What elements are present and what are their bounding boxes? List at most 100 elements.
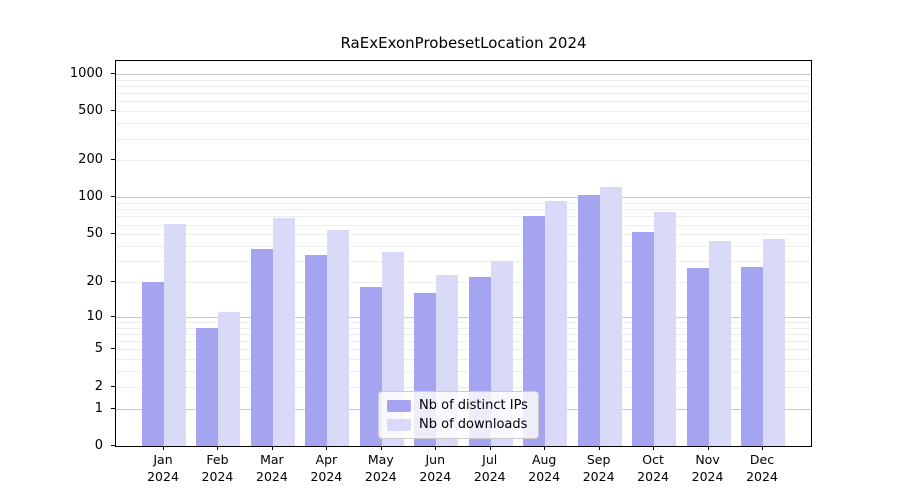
bar-downloads-mar — [272, 217, 295, 446]
x-tick-mark — [707, 446, 709, 450]
y-gridline-minor — [116, 111, 811, 113]
y-gridline-minor — [116, 245, 811, 247]
bar-downloads-dec — [763, 238, 785, 446]
bar-downloads-sep — [599, 186, 622, 446]
y-tick-label-500: 500 — [78, 103, 103, 119]
x-tick-label-jan: Jan 2024 — [147, 452, 179, 484]
x-tick-label-jun: Jun 2024 — [419, 452, 452, 484]
y-tick-mark — [111, 315, 115, 317]
bar-downloads-apr — [327, 230, 350, 446]
y-tick-mark — [111, 196, 115, 198]
bar-distinct-ips-sep — [577, 195, 600, 446]
y-tick-label-0: 0 — [94, 438, 103, 453]
bar-distinct-ips-apr — [305, 254, 328, 446]
y-gridline-minor — [116, 261, 811, 263]
bar-distinct-ips-oct — [632, 232, 655, 446]
bar-distinct-ips-may — [359, 287, 382, 446]
y-gridline-minor — [116, 209, 811, 211]
x-tick-label-mar: Mar 2024 — [256, 452, 288, 484]
bar-distinct-ips-aug — [523, 216, 546, 446]
x-tick-mark — [489, 446, 491, 450]
y-tick-label-20: 20 — [86, 274, 103, 289]
x-tick-mark — [435, 446, 437, 450]
y-tick-mark — [111, 348, 115, 350]
y-gridline-minor — [116, 349, 811, 351]
x-tick-mark — [598, 446, 600, 450]
y-tick-label-1: 1 — [94, 400, 103, 416]
x-tick-label-dec: Dec 2024 — [746, 452, 778, 484]
legend-label-downloads: Nb of downloads — [419, 417, 528, 432]
bar-downloads-feb — [218, 312, 241, 446]
y-tick-label-1000: 1000 — [69, 65, 103, 81]
x-tick-mark — [380, 446, 382, 450]
y-gridline-minor — [116, 327, 811, 329]
bar-downloads-jan — [164, 223, 186, 446]
y-tick-mark — [111, 385, 115, 387]
x-tick-label-jul: Jul 2024 — [473, 452, 506, 484]
y-gridline-minor — [116, 359, 811, 361]
bar-distinct-ips-nov — [686, 268, 709, 446]
x-tick-label-oct: Oct 2024 — [637, 452, 669, 484]
y-gridline-minor — [116, 341, 811, 343]
y-tick-mark — [111, 407, 115, 409]
bar-distinct-ips-dec — [741, 266, 763, 446]
y-gridline-minor — [116, 333, 811, 335]
y-gridline-minor — [116, 386, 811, 388]
y-tick-mark — [111, 281, 115, 282]
y-gridline-minor — [116, 160, 811, 162]
y-gridline-minor — [116, 101, 811, 103]
y-tick-mark — [111, 445, 115, 446]
y-gridline-major — [116, 73, 811, 75]
y-gridline-minor — [116, 321, 811, 323]
y-gridline-minor — [116, 224, 811, 226]
chart-title: RaExExonProbesetLocation 2024 — [340, 34, 587, 52]
y-tick-mark — [111, 110, 115, 112]
y-tick-label-100: 100 — [78, 189, 103, 205]
x-tick-label-may: May 2024 — [364, 452, 397, 484]
bar-downloads-aug — [545, 201, 568, 446]
legend-swatch-distinct-ips — [387, 399, 411, 412]
x-tick-label-sep: Sep 2024 — [582, 452, 615, 484]
plot-area — [115, 60, 812, 447]
y-tick-label-10: 10 — [86, 308, 103, 324]
y-tick-mark — [111, 159, 115, 161]
y-tick-mark — [111, 233, 115, 235]
y-tick-label-200: 200 — [78, 152, 103, 168]
x-tick-mark — [544, 446, 546, 450]
y-tick-label-50: 50 — [86, 226, 103, 242]
y-gridline-major — [116, 197, 811, 199]
x-tick-mark — [271, 446, 273, 450]
y-tick-mark — [111, 72, 115, 74]
y-gridline-minor — [116, 234, 811, 236]
y-gridline-minor — [116, 138, 811, 140]
y-gridline-minor — [116, 282, 811, 283]
bar-downloads-nov — [708, 240, 731, 446]
legend-entry-distinct-ips: Nb of distinct IPs — [387, 398, 528, 413]
x-tick-mark — [163, 446, 164, 450]
legend-label-distinct-ips: Nb of distinct IPs — [419, 398, 528, 413]
bar-distinct-ips-mar — [250, 248, 273, 446]
x-tick-mark — [217, 446, 219, 450]
y-gridline-minor — [116, 79, 811, 81]
bar-distinct-ips-feb — [196, 327, 219, 446]
x-tick-label-feb: Feb 2024 — [201, 452, 234, 484]
y-gridline-minor — [116, 203, 811, 205]
y-gridline-minor — [116, 85, 811, 87]
legend-entry-downloads: Nb of downloads — [387, 417, 528, 432]
legend: Nb of distinct IPs Nb of downloads — [378, 391, 539, 439]
x-tick-mark — [762, 446, 763, 450]
x-tick-mark — [653, 446, 655, 450]
y-gridline-minor — [116, 93, 811, 95]
y-axis-tick-labels: 0 1 2 5 10 20 50 100 200 500 1000 — [0, 60, 103, 453]
y-gridline-minor — [116, 123, 811, 125]
legend-swatch-downloads — [387, 418, 411, 431]
bar-distinct-ips-jan — [142, 282, 164, 446]
x-tick-label-nov: Nov 2024 — [691, 452, 724, 484]
bar-downloads-oct — [654, 212, 677, 446]
x-tick-mark — [326, 446, 328, 450]
y-gridline-minor — [116, 371, 811, 373]
y-tick-label-2: 2 — [94, 378, 103, 394]
y-gridline-major — [116, 316, 811, 318]
x-tick-label-aug: Aug 2024 — [528, 452, 561, 484]
